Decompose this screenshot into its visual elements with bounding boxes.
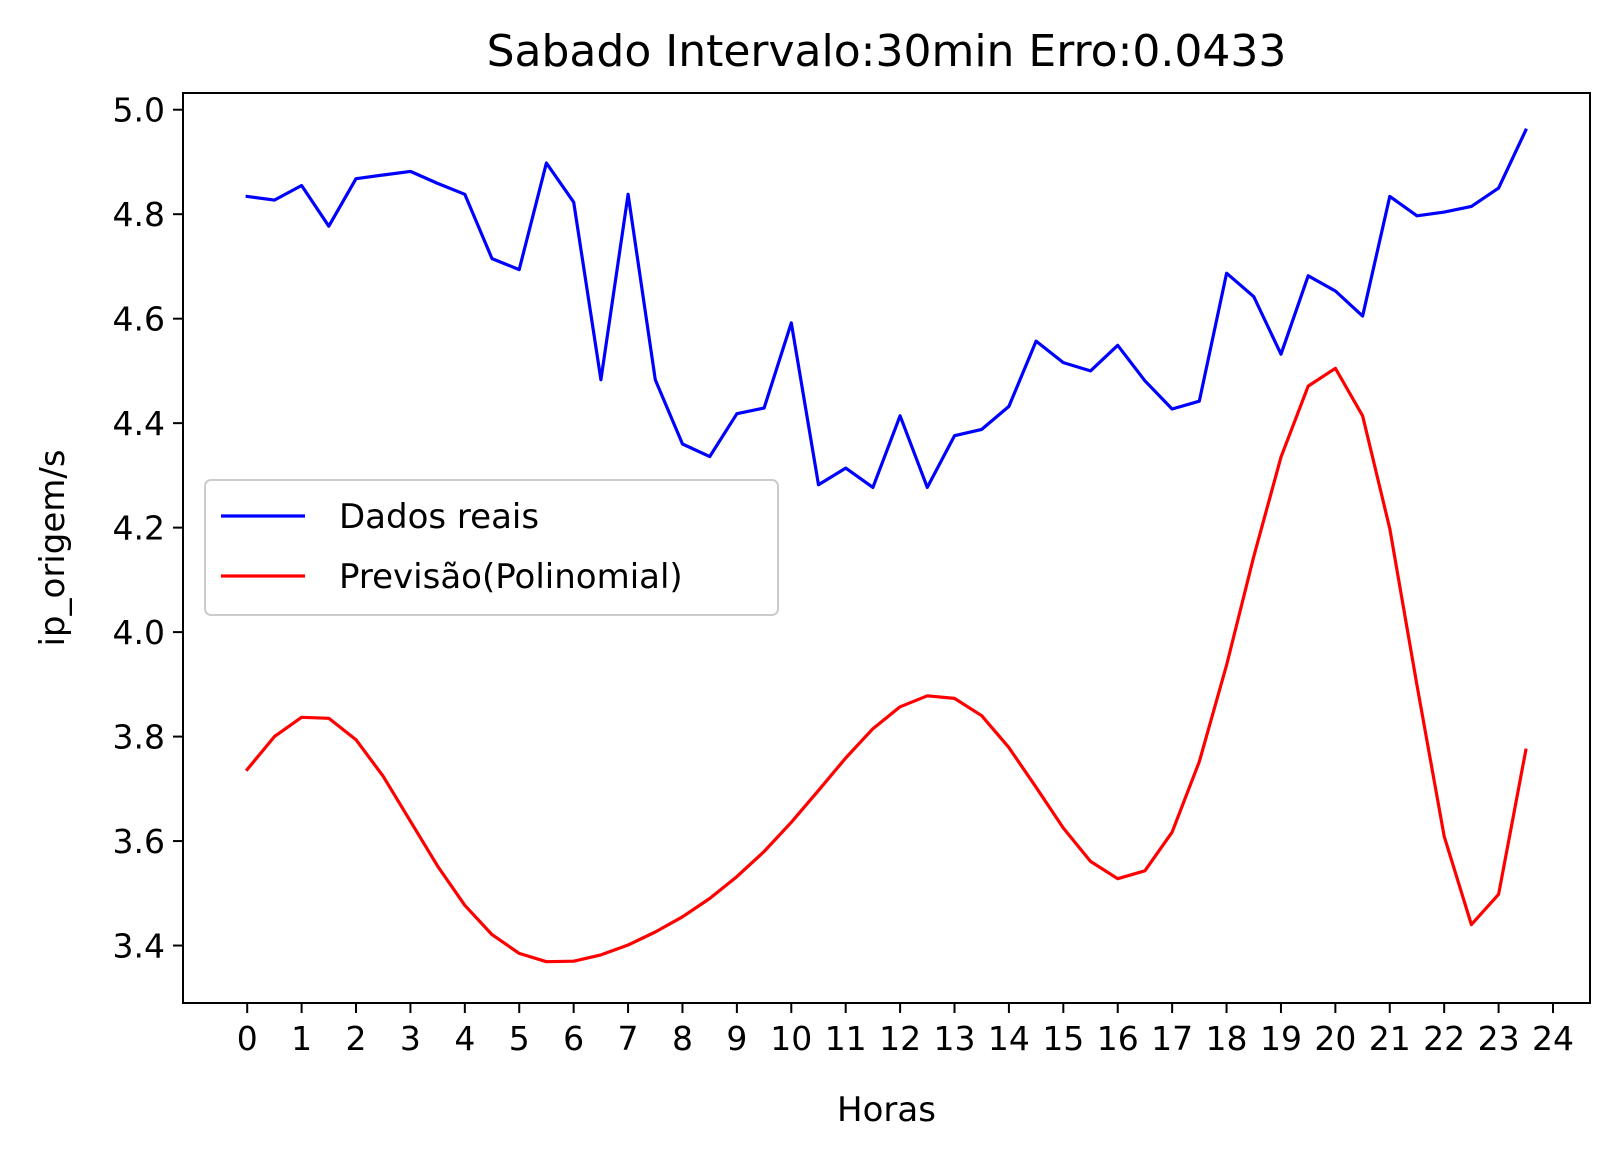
x-tick-label: 24 (1532, 1019, 1574, 1058)
y-tick-label: 5.0 (113, 91, 165, 130)
x-tick-label: 20 (1314, 1019, 1356, 1058)
series-lines (244, 127, 1528, 964)
x-tick-label: 14 (988, 1019, 1030, 1058)
x-tick-label: 19 (1260, 1019, 1302, 1058)
series-line-dados-reais (245, 127, 1528, 489)
x-tick-label: 0 (237, 1019, 258, 1058)
legend-label: Dados reais (339, 497, 539, 537)
x-tick-label: 17 (1151, 1019, 1193, 1058)
y-tick-label: 4.6 (113, 300, 165, 339)
series-line-previsao (244, 366, 1528, 964)
y-tick-label: 4.4 (113, 404, 165, 443)
x-tick-label: 18 (1206, 1019, 1248, 1058)
x-tick-label: 21 (1369, 1019, 1411, 1058)
x-tick-label: 2 (346, 1019, 367, 1058)
y-tick-label: 3.8 (113, 718, 165, 757)
x-axis-ticks: 0 1 2 3 4 5 6 7 8 9 10 11 12 13 14 15 16 17 18 19 20 21 22 23 24 (237, 1003, 1574, 1058)
x-tick-label: 7 (618, 1019, 639, 1058)
y-axis-label: ip_origem/s (33, 449, 73, 646)
x-tick-label: 10 (770, 1019, 812, 1058)
x-tick-label: 16 (1097, 1019, 1139, 1058)
x-tick-label: 1 (291, 1019, 312, 1058)
plot-frame (182, 92, 1591, 1004)
y-tick-label: 4.8 (113, 195, 165, 234)
y-tick-label: 4.2 (113, 509, 165, 548)
x-tick-label: 9 (726, 1019, 747, 1058)
legend-label: Previsão(Polinomial) (339, 557, 683, 597)
x-tick-label: 11 (825, 1019, 867, 1058)
legend: Dados reais Previsão(Polinomial) (204, 479, 779, 616)
x-tick-label: 22 (1423, 1019, 1465, 1058)
x-tick-label: 3 (400, 1019, 421, 1058)
y-tick-label: 3.4 (113, 927, 165, 966)
x-tick-label: 4 (454, 1019, 475, 1058)
x-tick-label: 23 (1478, 1019, 1520, 1058)
x-axis-label: Horas (837, 1090, 936, 1130)
chart-title: Sabado Intervalo:30min Erro:0.0433 (487, 26, 1287, 77)
y-tick-label: 3.6 (113, 822, 165, 861)
x-tick-label: 6 (563, 1019, 584, 1058)
x-tick-label: 15 (1042, 1019, 1084, 1058)
y-tick-label: 4.0 (113, 613, 165, 652)
legend-box (204, 479, 779, 616)
x-tick-label: 12 (879, 1019, 921, 1058)
x-tick-label: 13 (934, 1019, 976, 1058)
x-tick-label: 8 (672, 1019, 693, 1058)
y-axis-ticks: 3.4 3.6 3.8 4.0 4.2 4.4 4.6 4.8 5.0 (113, 91, 183, 966)
x-tick-label: 5 (509, 1019, 530, 1058)
